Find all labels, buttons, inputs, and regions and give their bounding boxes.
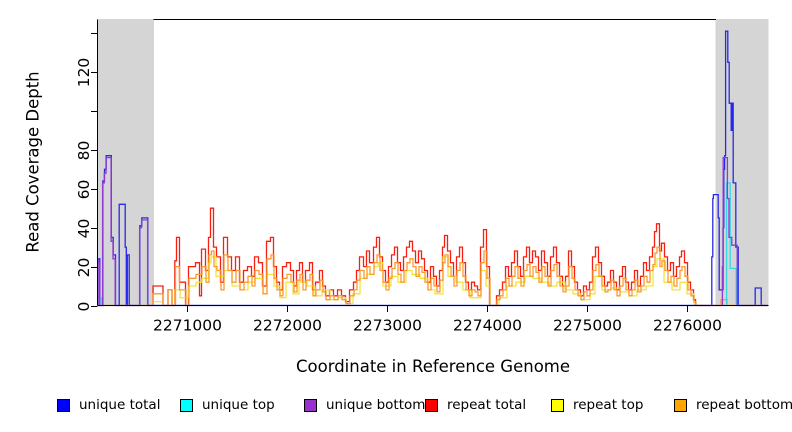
legend-item-unique-total: unique total <box>57 397 160 413</box>
legend: unique total unique top unique bottom repea… <box>0 397 792 417</box>
legend-swatch <box>304 398 317 412</box>
x-axis-tick-label: 2276000 <box>653 317 722 335</box>
series-line-repeat-bottom <box>98 246 768 307</box>
legend-item-unique-top: unique top <box>180 397 275 413</box>
x-axis-tick-label: 2275000 <box>553 317 622 335</box>
coverage-plot: 2271000 2272000 2273000 2274000 2275000 22760… <box>75 19 769 335</box>
legend-swatch <box>674 398 687 412</box>
x-axis-tick-label: 2273000 <box>353 317 422 335</box>
legend-item-repeat-bottom: repeat bottom <box>674 397 792 413</box>
x-axis-title: Coordinate in Reference Genome <box>295 357 571 376</box>
y-axis-title: Read Coverage Depth <box>23 71 43 253</box>
x-axis-tick-label: 2274000 <box>453 317 522 335</box>
legend-item-repeat-total: repeat total <box>425 397 526 413</box>
y-axis-tick-label: 40 <box>75 219 93 239</box>
legend-label: repeat total <box>447 397 527 413</box>
series-line-unique-top <box>98 182 768 307</box>
legend-label: repeat bottom <box>696 397 792 413</box>
legend-swatch <box>57 398 70 412</box>
y-axis-tick-label: 0 <box>75 302 93 312</box>
y-axis-tick-label: 120 <box>75 58 93 88</box>
x-axis-tick-label: 2271000 <box>153 317 222 335</box>
legend-swatch <box>180 398 193 412</box>
legend-swatch <box>425 398 438 412</box>
series-line-unique-total <box>97 30 768 307</box>
legend-label: unique total <box>79 397 161 413</box>
y-axis-tick-label: 60 <box>75 180 93 200</box>
legend-item-repeat-top: repeat top <box>551 397 643 413</box>
legend-label: repeat top <box>573 397 644 413</box>
x-axis-tick-label: 2272000 <box>253 317 322 335</box>
series-line-unique-bottom <box>97 156 768 307</box>
y-axis-tick-label: 80 <box>75 141 93 161</box>
y-axis-tick-label: 20 <box>75 258 93 278</box>
legend-label: unique top <box>202 397 275 413</box>
legend-swatch <box>551 398 564 412</box>
series-line-repeat-total <box>98 207 768 307</box>
legend-item-unique-bottom: unique bottom <box>304 397 425 413</box>
legend-label: unique bottom <box>326 397 426 413</box>
